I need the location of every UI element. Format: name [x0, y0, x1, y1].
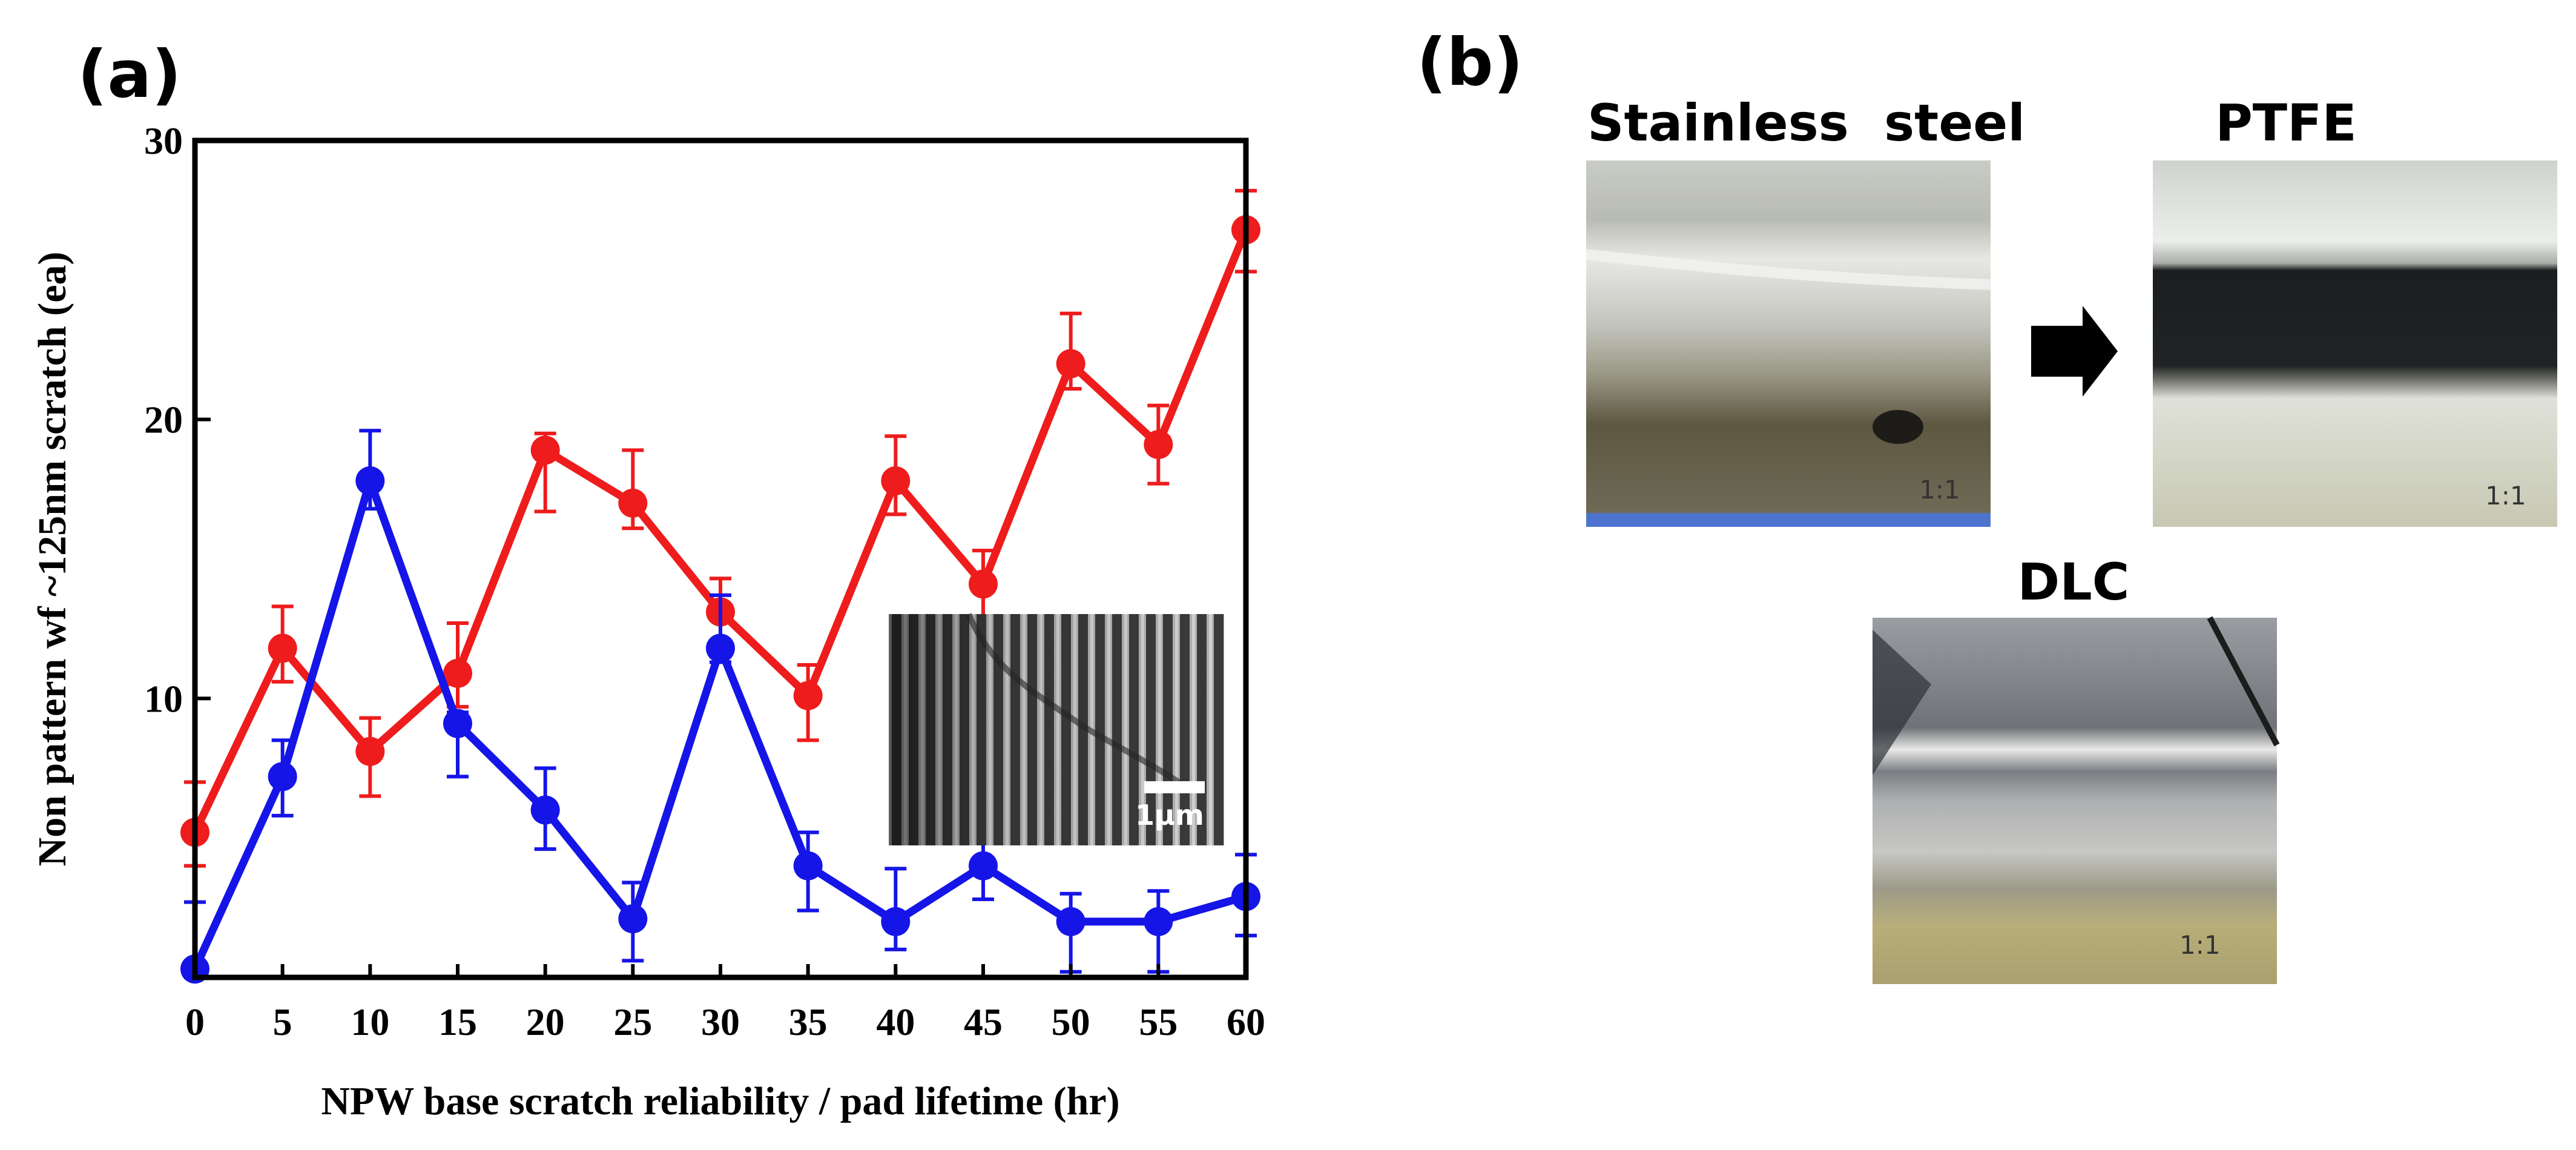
x-tick-label: 20: [526, 1000, 565, 1043]
x-tick-label: 35: [789, 1000, 828, 1043]
x-tick-label: 15: [438, 1000, 477, 1043]
series-2-point: [268, 762, 297, 791]
photo-title-ptfe: PTFE: [2215, 93, 2357, 153]
x-tick-label: 0: [185, 1000, 205, 1043]
x-tick-label: 30: [701, 1000, 740, 1043]
sem-inset-image: 1μm: [889, 613, 1224, 845]
series-2-point: [706, 633, 735, 663]
series-layer: [180, 188, 1260, 984]
series-1-point: [268, 633, 297, 663]
panel-label-b: (b): [1417, 25, 1523, 101]
transition-arrow-icon: [2031, 306, 2118, 397]
x-tick-label: 10: [351, 1000, 389, 1043]
y-axis-title: Non pattern wf ~125nm scratch (ea): [30, 252, 74, 867]
photo-title-dlc: DLC: [2018, 552, 2130, 612]
series-1-point: [969, 569, 998, 599]
scale-bar-label: 1μm: [1135, 799, 1204, 831]
x-tick-label: 45: [964, 1000, 1003, 1043]
series-1-point: [618, 488, 648, 518]
series-1-point: [443, 658, 472, 688]
photo-ptfe: PTFE 1:1: [2153, 93, 2557, 527]
zoom-label-stainless-steel: 1:1: [1919, 475, 1960, 504]
x-axis-title: NPW base scratch reliability / pad lifet…: [321, 1079, 1119, 1123]
series-2-point: [618, 904, 648, 934]
series-2-point: [530, 795, 560, 825]
series-1-point: [1144, 430, 1173, 460]
y-tick-label: 20: [144, 398, 183, 441]
photo-stainless-steel: Stainless steel 1:1: [1586, 93, 2025, 527]
series-2-point: [793, 851, 823, 881]
x-tick-label: 60: [1227, 1000, 1265, 1043]
series-1-point: [793, 681, 823, 710]
x-tick-label: 40: [876, 1000, 915, 1043]
series-2-point: [1144, 907, 1173, 936]
y-tick-label: 30: [144, 119, 183, 162]
scale-bar: [1144, 781, 1205, 793]
x-tick-label: 50: [1052, 1000, 1090, 1043]
plot-frame: [192, 137, 1249, 980]
series-2-point: [443, 709, 472, 738]
photo-title-stainless-steel: Stainless steel: [1587, 93, 2025, 153]
series-1-point: [1056, 349, 1085, 378]
series-2-point: [355, 466, 385, 496]
zoom-label-dlc: 1:1: [2179, 930, 2221, 960]
series-1-point: [530, 435, 560, 465]
panel-label-a: (a): [77, 37, 182, 113]
x-tick-label: 55: [1139, 1000, 1178, 1043]
zoom-label-ptfe: 1:1: [2485, 481, 2526, 511]
photo-dlc: DLC 1:1: [1873, 552, 2280, 984]
y-tick-label: 10: [144, 677, 183, 720]
axes-layer: 0 5 10 15 20 25 30 35 40 45 50 55 60 10 20 30 NPW base s…: [30, 119, 1265, 1123]
x-tick-label: 25: [613, 1000, 652, 1043]
series-1-point: [355, 736, 385, 766]
series-1-point: [881, 466, 911, 496]
scratch-line-chart: 0 5 10 15 20 25 30 35 40 45 50 55 60 10 20 30 NPW base s…: [30, 119, 1265, 1123]
series-2-point: [969, 851, 998, 881]
series-2-point: [881, 907, 911, 936]
x-tick-label: 5: [273, 1000, 292, 1043]
series-2-point: [1056, 907, 1085, 936]
